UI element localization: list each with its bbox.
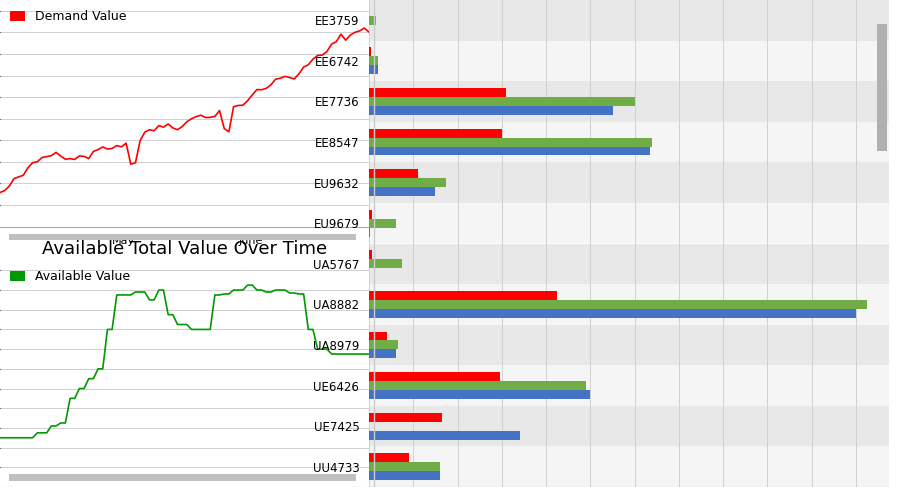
Bar (369, 178, 446, 187)
Bar (369, 250, 373, 259)
Bar (369, 300, 867, 309)
Bar (369, 372, 500, 381)
Bar (369, 56, 378, 65)
Bar (369, 406, 889, 447)
Bar (369, 16, 375, 25)
Bar (369, 365, 889, 406)
Bar (369, 48, 371, 56)
Bar (369, 340, 398, 349)
Bar (369, 81, 889, 122)
Legend: Available Value: Available Value (6, 267, 134, 287)
Bar (369, 65, 378, 75)
Bar (369, 106, 613, 115)
Bar (369, 325, 889, 365)
Bar (369, 137, 652, 147)
Bar (369, 431, 519, 439)
Bar (369, 122, 889, 162)
Bar (9, 234, 356, 241)
Bar (369, 162, 889, 203)
Bar (369, 309, 856, 318)
Bar (369, 187, 436, 196)
Bar (369, 210, 373, 219)
Bar (369, 259, 402, 268)
Bar (369, 97, 634, 106)
Bar (369, 412, 442, 422)
Bar (369, 244, 889, 284)
Bar (369, 462, 440, 471)
Bar (369, 349, 396, 358)
Title: Available Total Value Over Time: Available Total Value Over Time (42, 240, 327, 258)
Bar (369, 291, 557, 300)
Bar (369, 453, 409, 462)
Bar (878, 24, 887, 151)
Bar (369, 88, 507, 97)
Bar (369, 390, 590, 399)
Bar (369, 284, 889, 325)
Bar (369, 332, 387, 340)
Bar (369, 147, 650, 155)
Bar (369, 129, 502, 138)
Legend: Demand Value: Demand Value (6, 6, 130, 27)
Bar (369, 381, 586, 390)
Bar (9, 474, 356, 481)
Bar (369, 40, 889, 81)
Bar (369, 471, 440, 480)
Bar (369, 219, 396, 228)
Bar (369, 228, 370, 237)
Bar (369, 447, 889, 487)
Bar (369, 169, 418, 178)
Bar (369, 203, 889, 244)
Bar (369, 0, 889, 40)
